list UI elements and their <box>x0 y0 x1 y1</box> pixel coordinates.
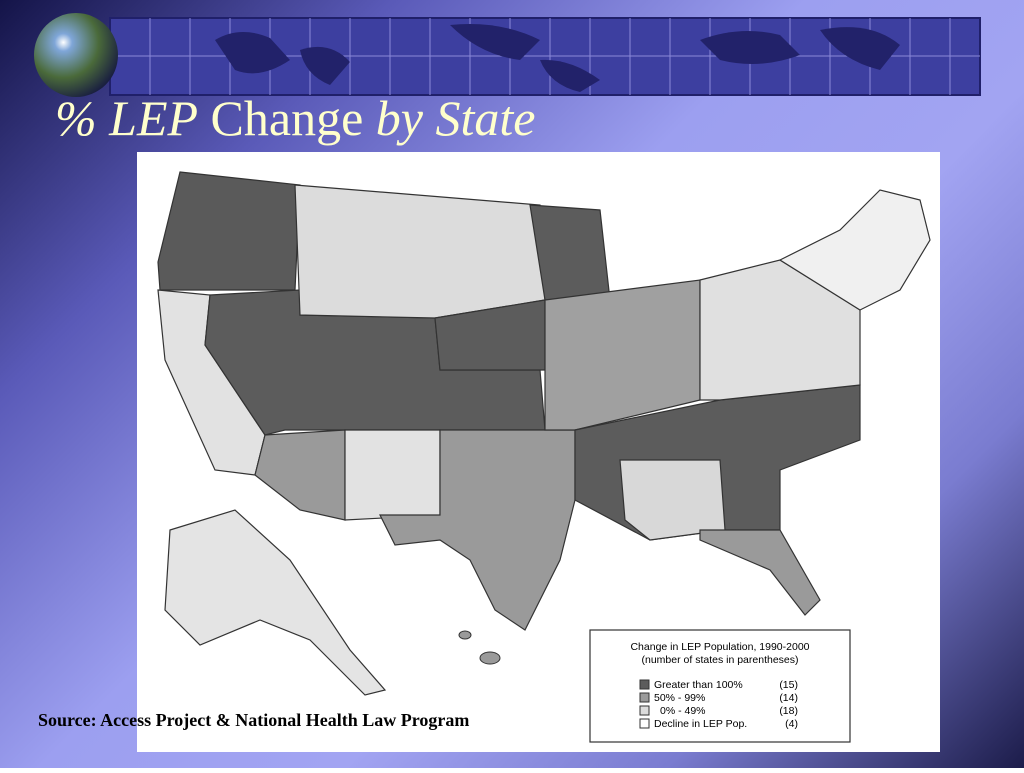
title-part: % LEP <box>55 90 198 146</box>
legend-title: Change in LEP Population, 1990-2000 <box>630 641 809 653</box>
legend-label: 0% - 49% <box>660 705 706 717</box>
title-part: Change <box>211 90 364 146</box>
slide-title: % LEP Change by State <box>55 90 535 146</box>
legend: Change in LEP Population, 1990-2000 (num… <box>589 629 851 743</box>
legend-count: (4) <box>785 718 798 730</box>
legend-label: 50% - 99% <box>654 692 705 704</box>
source-note: Source: Access Project & National Health… <box>38 710 469 730</box>
legend-label: Decline in LEP Pop. <box>654 718 747 730</box>
legend-label: Greater than 100% <box>654 679 743 691</box>
globe-icon <box>34 13 118 97</box>
title-part: by State <box>376 90 536 146</box>
legend-count: (18) <box>779 705 798 717</box>
legend-count: (15) <box>779 679 798 691</box>
legend-title: (number of states in parentheses) <box>642 654 799 666</box>
banner <box>109 17 981 96</box>
map-image <box>137 152 940 752</box>
legend-count: (14) <box>779 692 798 704</box>
